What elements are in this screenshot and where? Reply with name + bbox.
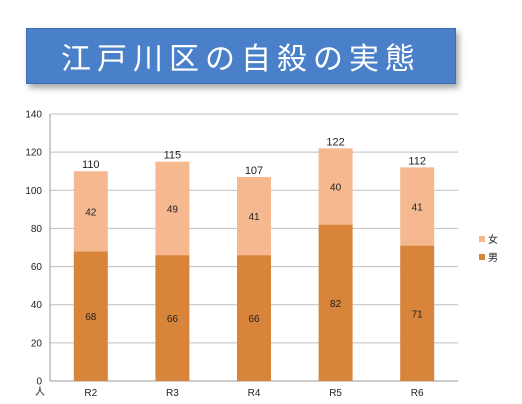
legend: 女男: [479, 233, 498, 264]
y-tick-label: 0: [36, 377, 42, 388]
data-label: 49: [167, 204, 179, 215]
y-tick-label: 140: [25, 110, 42, 121]
total-label: 115: [164, 150, 182, 162]
legend-label: 男: [488, 252, 498, 264]
data-label: 68: [85, 312, 97, 323]
total-label: 107: [245, 165, 263, 177]
y-tick-label: 120: [25, 148, 42, 159]
title-banner: 江戸川区の自殺の実態: [26, 28, 456, 84]
bar-segment-female: [155, 161, 190, 256]
data-label: 41: [248, 212, 260, 223]
x-axis: R2 R3 R4 R5 R6: [84, 388, 424, 399]
x-tick-label: R2: [84, 388, 97, 399]
legend-label: 女: [488, 233, 498, 246]
bar-segment-male: [318, 224, 353, 381]
legend-swatch: [479, 236, 485, 242]
total-label: 112: [408, 155, 426, 167]
bar-segment-male: [237, 255, 271, 381]
y-axis: 0 20 40 60 80 100 120 140 人: [25, 110, 458, 398]
bars: 68 42 110 66 49 115 66 41 107 82 40 122 71 41 112: [73, 136, 435, 381]
bar-segment-female: [318, 148, 353, 225]
bar-segment-female: [237, 176, 271, 256]
total-label: 122: [326, 136, 344, 148]
bar-segment-male: [400, 245, 435, 381]
bar-segment-female: [73, 171, 108, 252]
x-tick-label: R3: [166, 388, 179, 399]
y-tick-label: 40: [31, 300, 43, 311]
bar-segment-female: [400, 167, 435, 246]
data-label: 71: [412, 309, 424, 320]
page-title: 江戸川区の自殺の実態: [61, 42, 421, 77]
y-tick-label: 20: [31, 338, 43, 349]
legend-swatch: [479, 254, 485, 260]
data-label: 40: [330, 182, 342, 193]
y-tick-label: 60: [31, 262, 43, 273]
y-tick-label: 80: [31, 224, 43, 235]
bar-segment-male: [155, 255, 190, 381]
x-tick-label: R5: [329, 388, 342, 399]
y-tick-label: 100: [25, 186, 42, 197]
total-label: 110: [82, 159, 100, 171]
y-axis-unit-label: 人: [35, 386, 45, 398]
data-label: 66: [167, 314, 179, 325]
x-tick-label: R6: [411, 388, 424, 399]
data-label: 66: [248, 314, 260, 325]
x-tick-label: R4: [248, 388, 261, 399]
data-label: 41: [412, 202, 424, 213]
bar-segment-male: [73, 251, 108, 381]
data-label: 42: [85, 207, 97, 218]
data-label: 82: [330, 299, 342, 310]
